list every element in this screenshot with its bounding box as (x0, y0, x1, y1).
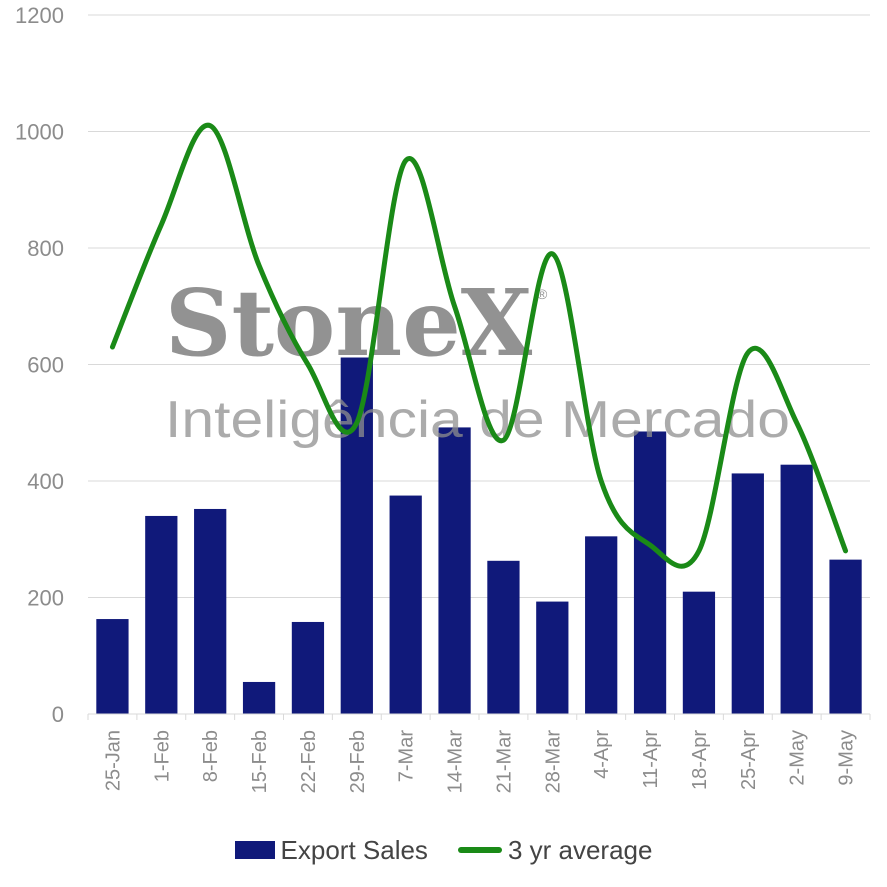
y-tick-label: 0 (52, 702, 64, 727)
legend-item-export-sales: Export Sales (234, 834, 428, 866)
bar (438, 427, 471, 714)
bar (682, 591, 716, 714)
legend-swatch-line (457, 847, 502, 853)
x-axis-ticks: 25-Jan 1-Feb 8-Feb 15-Feb 22-Feb 29-Feb 7-Mar 1… (87, 714, 871, 794)
watermark-subtitle: Inteligência de Mercado (165, 391, 790, 449)
x-tick-label: 1-Feb (151, 730, 173, 782)
bar (96, 619, 129, 714)
bar (633, 431, 667, 714)
x-tick-label: 29-Feb (347, 730, 369, 793)
bar (194, 508, 227, 714)
bar (487, 560, 520, 714)
x-tick-label: 25-Jan (102, 730, 124, 791)
bar (389, 495, 422, 714)
y-tick-label: 800 (27, 236, 64, 261)
x-tick-label: 15-Feb (249, 730, 271, 793)
watermark-registered: ® (537, 286, 548, 302)
x-tick-label: 8-Feb (200, 730, 222, 782)
bar (780, 464, 813, 714)
bar (536, 601, 569, 714)
x-tick-label: 9-May (836, 730, 858, 786)
legend-label-export-sales: Export Sales (280, 834, 428, 865)
watermark-logo: StoneX (165, 269, 533, 377)
x-tick-label: 28-Mar (542, 730, 564, 794)
bar (291, 621, 325, 714)
y-tick-label: 1200 (15, 3, 64, 28)
y-tick-label: 200 (27, 586, 64, 611)
x-tick-label: 4-Apr (591, 730, 613, 779)
x-tick-label: 22-Feb (298, 730, 320, 793)
legend-swatch-bar (234, 841, 275, 859)
legend-label-3yr-average: 3 yr average (507, 834, 653, 865)
bar-series (96, 357, 862, 714)
y-tick-label: 1000 (15, 120, 64, 145)
x-tick-label: 21-Mar (493, 730, 515, 794)
average-line (109, 122, 849, 569)
bar (145, 515, 178, 714)
stonex-watermark: StoneX ® Inteligência de Mercado (165, 269, 790, 449)
bar (829, 559, 862, 714)
x-tick-label: 25-Apr (738, 730, 760, 790)
y-tick-label: 600 (27, 353, 64, 378)
x-tick-label: 7-Mar (396, 730, 418, 783)
x-tick-label: 14-Mar (445, 730, 467, 794)
x-tick-label: 2-May (787, 730, 809, 786)
legend: Export Sales 3 yr average (0, 828, 887, 872)
bar (731, 473, 764, 714)
x-tick-label: 18-Apr (689, 730, 711, 790)
bar (242, 681, 276, 714)
x-tick-label: 11-Apr (640, 730, 662, 789)
bar (585, 536, 618, 714)
y-tick-label: 400 (27, 469, 64, 494)
y-axis-ticks: 0 200 400 600 800 1000 1200 (15, 3, 64, 727)
legend-item-3yr-average: 3 yr average (457, 834, 653, 866)
